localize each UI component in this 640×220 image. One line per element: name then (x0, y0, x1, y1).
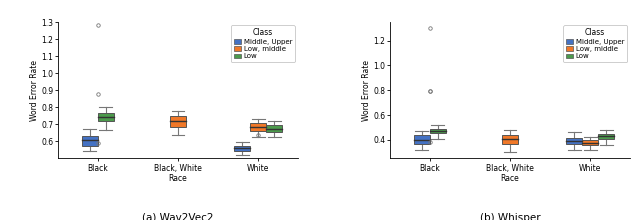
Title: (b) Whisper: (b) Whisper (480, 213, 540, 220)
Y-axis label: Word Error Rate: Word Error Rate (362, 60, 371, 121)
Bar (250, 123, 266, 131)
Title: (a) Wav2Vec2: (a) Wav2Vec2 (142, 213, 214, 220)
Bar (170, 116, 186, 127)
Bar (234, 146, 250, 151)
Bar (266, 125, 282, 132)
Bar (430, 129, 446, 133)
Bar (414, 136, 430, 144)
Legend: Middle, Upper, Low, middle, Low: Middle, Upper, Low, middle, Low (563, 26, 627, 62)
Bar (98, 113, 114, 121)
Bar (82, 136, 98, 146)
Y-axis label: Word Error Rate: Word Error Rate (29, 60, 38, 121)
Bar (502, 136, 518, 143)
Bar (582, 140, 598, 145)
Legend: Middle, Upper, Low, middle, Low: Middle, Upper, Low, middle, Low (231, 26, 295, 62)
Bar (598, 134, 614, 139)
Bar (566, 138, 582, 144)
